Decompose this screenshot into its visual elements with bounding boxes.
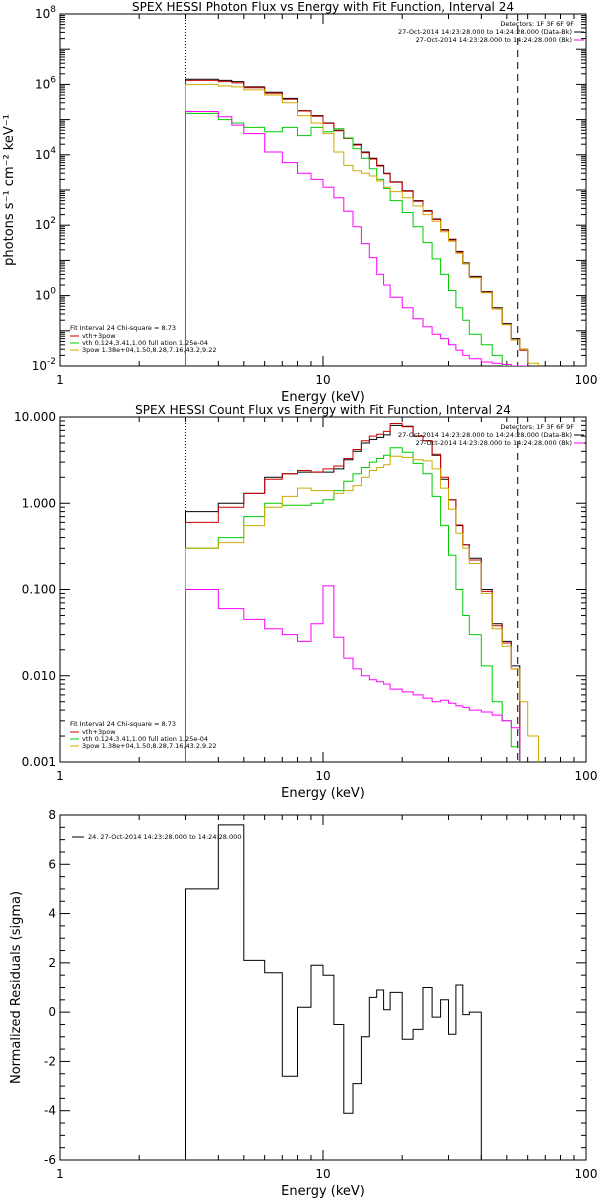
series-line-bk <box>185 585 521 762</box>
y-tick-label-base: -6 <box>44 1153 56 1167</box>
fit-legend-entry: vth 0.124,3.41,1.00 full ation 1.25e-04 <box>82 339 208 347</box>
y-tick-label: 0.010 <box>22 669 56 683</box>
x-axis-label: Energy (keV) <box>281 390 365 405</box>
series-line-3pow <box>185 83 539 366</box>
y-tick-label: 10.000 <box>14 410 56 424</box>
x-tick-label: 100 <box>575 769 598 783</box>
y-tick-label-base: 6 <box>48 857 56 871</box>
y-tick-label-base: 4 <box>48 907 56 921</box>
y-tick-label: 0.100 <box>22 583 56 597</box>
y-tick-label-base: 1.000 <box>22 496 56 510</box>
series-line-3pow <box>185 455 539 762</box>
y-tick-label-base: 8 <box>48 808 56 822</box>
y-tick-label: 8 <box>48 808 56 822</box>
y-tick-label: 108 <box>35 5 56 21</box>
fit-legend-entry: vth 0.124,3.41,1.00 full ation 1.25e-04 <box>82 735 208 743</box>
series-line-residuals <box>185 824 482 1160</box>
y-tick-label-base: 0 <box>48 1005 56 1019</box>
y-tick-label-base: -4 <box>44 1104 56 1118</box>
y-tick-label-base: -2 <box>44 1054 56 1068</box>
count-flux-panel: SPEX HESSI Count Flux vs Energy with Fit… <box>14 403 597 801</box>
y-tick-label-exponent: 4 <box>50 146 56 156</box>
y-axis-label: Normalized Residuals (sigma) <box>9 891 24 1084</box>
x-tick-label: 1 <box>56 373 64 387</box>
x-tick-label: 1 <box>56 1167 64 1181</box>
y-tick-label-exponent: 8 <box>50 5 56 15</box>
y-tick-label-exponent: 6 <box>50 75 56 85</box>
fit-legend-entry: 3pow 1.38e+04,1.50,8.28,7.16,43.2,9.22 <box>82 742 217 750</box>
y-tick-label: 2 <box>48 956 56 970</box>
y-tick-label: 104 <box>35 146 56 162</box>
fit-legend-header: Fit Interval 24 Chi-square = 8.73 <box>70 720 176 728</box>
series-line-vth-3pow <box>185 423 521 762</box>
series-line-vth <box>185 112 512 366</box>
series-line-vth <box>185 447 521 762</box>
legend-entry: 27-Oct-2014 14:23:28.000 to 14:24:28.000… <box>398 28 572 36</box>
y-tick-label: 102 <box>35 216 56 232</box>
y-tick-label-exponent: 0 <box>50 287 56 297</box>
y-tick-label-base: 10 <box>35 7 50 21</box>
series-line-bk <box>185 111 529 366</box>
y-axis-label: photons s⁻¹ cm⁻² keV⁻¹ <box>2 114 17 266</box>
residuals-panel: 1 10 100 Energy (keV) -6 -4 -2 0 2 4 6 8 Normalized … <box>9 808 597 1199</box>
fit-legend-entry: 3pow 1.38e+04,1.50,8.28,7.16,43.2,9.22 <box>82 346 217 354</box>
legend-entry: 27-Oct-2014 14:23:28.000 to 14:24:28.000… <box>398 431 572 439</box>
x-axis-label: Energy (keV) <box>281 1184 365 1199</box>
x-tick-label: 10 <box>315 373 330 387</box>
y-tick-label: -4 <box>44 1104 56 1118</box>
legend-entry: 27-Oct-2014 14:23:28.000 to 14:24:28.000… <box>416 439 572 447</box>
x-tick-label: 10 <box>315 769 330 783</box>
legend-entry: 27-Oct-2014 14:23:28.000 to 14:24:28.000… <box>416 36 572 44</box>
y-tick-label-base: 10 <box>35 148 50 162</box>
y-tick-label-exponent: -2 <box>47 357 56 367</box>
x-tick-label: 1 <box>56 769 64 783</box>
y-tick-label: 4 <box>48 907 56 921</box>
fit-legend-header: Fit Interval 24 Chi-square = 8.73 <box>70 324 176 332</box>
y-tick-label-base: 0.100 <box>22 583 56 597</box>
plot-frame <box>59 13 587 367</box>
x-axis-label: Energy (keV) <box>281 786 365 801</box>
series-line-vth-3pow <box>185 79 529 366</box>
legend-header: Detectors: 1F 3F 6F 9F <box>500 20 574 28</box>
legend-entry: 24. 27-Oct-2014 14:23:28.000 to 14:24:28… <box>88 833 241 841</box>
x-tick-label: 100 <box>575 1167 598 1181</box>
photon-flux-panel: SPEX HESSI Photon Flux vs Energy with Fi… <box>2 0 597 405</box>
y-tick-label-base: 10.000 <box>14 410 56 424</box>
y-tick-label-base: 0.010 <box>22 669 56 683</box>
y-tick-label: -6 <box>44 1153 56 1167</box>
y-tick-label: 1.000 <box>22 496 56 510</box>
y-tick-label-base: 10 <box>35 289 50 303</box>
chart-title: SPEX HESSI Photon Flux vs Energy with Fi… <box>132 0 514 14</box>
y-tick-label-exponent: 2 <box>50 216 56 226</box>
y-tick-label-base: 2 <box>48 956 56 970</box>
y-tick-label: 6 <box>48 857 56 871</box>
y-tick-label-base: 10 <box>35 77 50 91</box>
y-tick-label: 10-2 <box>32 357 56 373</box>
y-tick-label: -2 <box>44 1054 56 1068</box>
y-tick-label: 100 <box>35 287 56 303</box>
x-tick-label: 10 <box>315 1167 330 1181</box>
fit-legend-entry: vth+3pow <box>82 728 116 736</box>
y-tick-label-base: 0.001 <box>22 755 56 769</box>
plot-frame <box>59 814 587 1161</box>
legend-header: Detectors: 1F 3F 6F 9F <box>500 423 574 431</box>
y-tick-label-base: 10 <box>35 218 50 232</box>
y-tick-label: 0.001 <box>22 755 56 769</box>
fit-legend-entry: vth+3pow <box>82 332 116 340</box>
y-tick-label-base: 10 <box>32 359 47 373</box>
chart-title: SPEX HESSI Count Flux vs Energy with Fit… <box>135 403 511 417</box>
x-tick-label: 100 <box>575 373 598 387</box>
y-tick-label: 106 <box>35 75 56 91</box>
y-tick-label: 0 <box>48 1005 56 1019</box>
